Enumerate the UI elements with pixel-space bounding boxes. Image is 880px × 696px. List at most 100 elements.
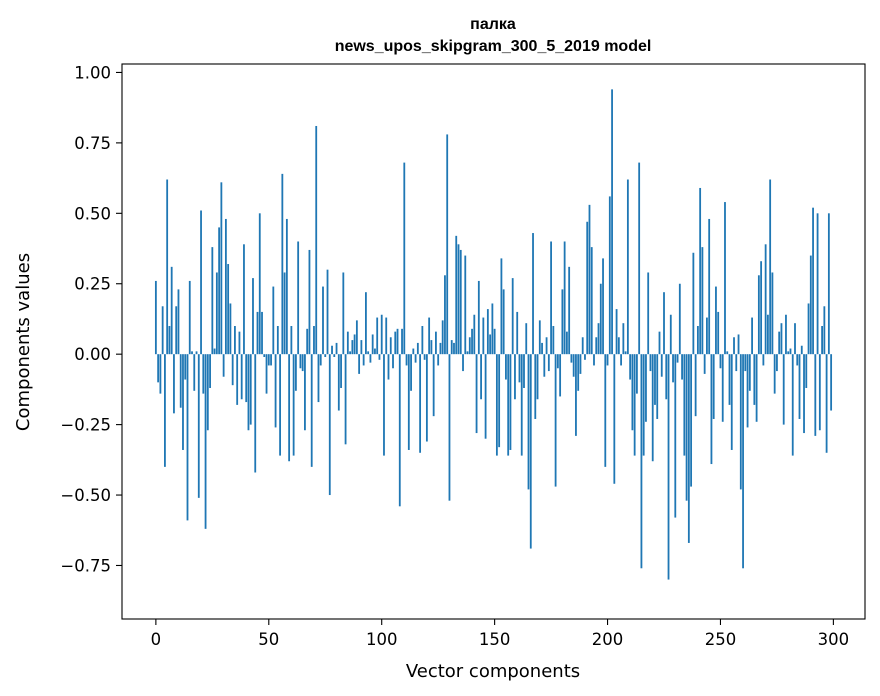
bar	[484, 354, 487, 439]
bar	[651, 354, 654, 462]
bar	[414, 354, 417, 363]
bar	[545, 337, 548, 355]
bar	[173, 354, 175, 414]
bar	[565, 331, 568, 355]
bar	[206, 354, 209, 431]
bar	[575, 354, 577, 436]
bar	[547, 354, 550, 372]
bar	[197, 354, 200, 498]
bar	[340, 354, 342, 388]
bar	[803, 354, 805, 434]
bar	[746, 354, 749, 428]
bar	[186, 354, 189, 521]
bar	[538, 320, 541, 355]
bar	[523, 354, 525, 388]
x-tick-label: 150	[479, 630, 511, 649]
bar	[387, 354, 390, 380]
bar	[701, 247, 704, 355]
bar	[527, 354, 530, 490]
bar	[211, 247, 214, 355]
bar	[313, 326, 315, 355]
bar	[468, 337, 471, 355]
bar	[315, 125, 318, 355]
bar	[430, 340, 433, 355]
bar	[683, 354, 686, 456]
bar	[742, 354, 744, 569]
bar	[473, 314, 476, 355]
bar	[204, 354, 207, 529]
bar	[595, 337, 598, 355]
bar	[827, 213, 830, 355]
bar	[744, 354, 747, 372]
bar	[823, 306, 826, 355]
bar	[258, 213, 261, 355]
bar	[403, 162, 406, 355]
bar	[265, 354, 268, 394]
bar	[495, 354, 498, 456]
bar	[215, 272, 218, 355]
bar	[301, 354, 304, 372]
bar	[692, 252, 695, 355]
bar	[563, 241, 566, 355]
bar	[159, 354, 162, 394]
bar	[281, 173, 284, 355]
bar	[579, 354, 582, 374]
bar	[737, 334, 740, 355]
bar	[631, 354, 634, 431]
bar	[365, 292, 367, 355]
bar	[520, 354, 523, 456]
bar	[493, 328, 496, 355]
bar	[502, 289, 505, 355]
bar	[755, 354, 758, 422]
bar	[706, 317, 708, 355]
bar	[425, 354, 428, 442]
x-tick-label: 100	[366, 630, 398, 649]
bar	[394, 331, 397, 355]
bar	[328, 354, 331, 496]
bar	[437, 354, 440, 366]
bar	[766, 314, 769, 355]
bar	[672, 354, 674, 383]
bar	[590, 247, 593, 355]
x-tick-label: 200	[592, 630, 624, 649]
bar	[380, 314, 383, 355]
bar	[464, 255, 467, 355]
bar	[276, 326, 279, 355]
bar	[586, 221, 589, 355]
bar	[448, 354, 451, 501]
x-tick-label: 0	[151, 630, 162, 649]
bar	[789, 348, 792, 355]
bar	[220, 182, 223, 355]
bar	[568, 266, 571, 355]
bar	[552, 326, 555, 355]
bar	[170, 266, 173, 355]
bar	[814, 354, 817, 436]
bar	[753, 354, 756, 405]
bar	[611, 89, 613, 355]
bar	[157, 354, 160, 383]
bar	[245, 354, 248, 403]
bar	[536, 354, 539, 400]
bar	[798, 354, 801, 419]
bar	[346, 331, 349, 355]
bar	[410, 354, 412, 391]
bar	[703, 354, 706, 374]
y-tick-label: 0.50	[74, 204, 111, 223]
x-tick-label: 300	[818, 630, 850, 649]
bar	[800, 345, 803, 355]
bar	[645, 354, 647, 422]
bar	[660, 354, 663, 377]
bar	[730, 354, 733, 450]
bar	[796, 354, 799, 366]
bar	[249, 354, 252, 425]
bar	[161, 306, 164, 355]
bar	[696, 326, 699, 355]
bar	[254, 354, 257, 473]
bar	[405, 354, 408, 366]
bar	[290, 326, 293, 355]
y-tick-label: 0.25	[74, 275, 111, 294]
bar	[355, 320, 358, 355]
bar	[570, 354, 573, 363]
bar	[498, 354, 501, 448]
